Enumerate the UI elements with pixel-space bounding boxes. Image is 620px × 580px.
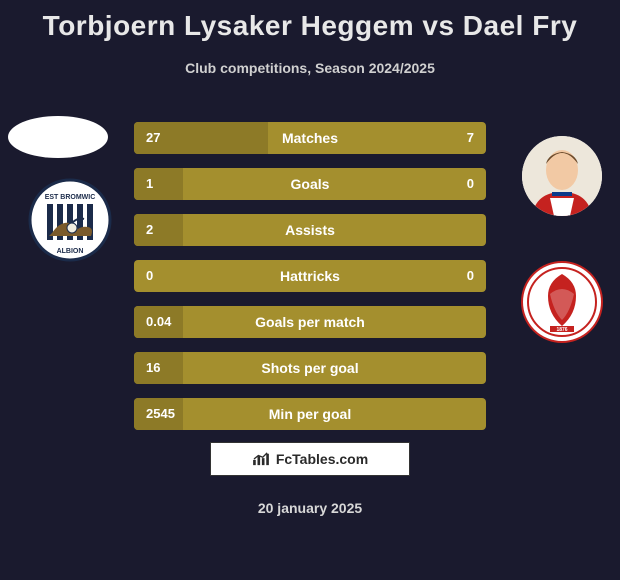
stat-row: 0.04 Goals per match — [134, 306, 486, 338]
crest-right-year: 1876 — [556, 327, 567, 333]
player-left-avatar — [8, 116, 108, 158]
stat-row: 27 Matches 7 — [134, 122, 486, 154]
stat-label: Assists — [134, 214, 486, 246]
club-right-crest: 1876 — [520, 260, 604, 344]
stat-label: Shots per goal — [134, 352, 486, 384]
stat-row: 2545 Min per goal — [134, 398, 486, 430]
stat-right-value: 0 — [467, 260, 474, 292]
player-right-avatar — [522, 136, 602, 216]
stat-row: 2 Assists — [134, 214, 486, 246]
stat-row: 16 Shots per goal — [134, 352, 486, 384]
footer-date: 20 january 2025 — [0, 500, 620, 516]
stat-label: Min per goal — [134, 398, 486, 430]
page-title: Torbjoern Lysaker Heggem vs Dael Fry — [0, 0, 620, 42]
stat-label: Goals per match — [134, 306, 486, 338]
stat-row: 1 Goals 0 — [134, 168, 486, 200]
crest-left-text-top: EST BROMWIC — [45, 194, 96, 201]
club-left-crest: EST BROMWIC ALBION — [28, 178, 112, 262]
stat-right-value: 0 — [467, 168, 474, 200]
stat-row: 0 Hattricks 0 — [134, 260, 486, 292]
stat-label: Matches — [134, 122, 486, 154]
stat-label: Hattricks — [134, 260, 486, 292]
chart-icon — [252, 452, 270, 466]
stat-right-value: 7 — [467, 122, 474, 154]
brand-text: FcTables.com — [276, 451, 368, 467]
stat-label: Goals — [134, 168, 486, 200]
crest-left-text-bottom: ALBION — [57, 248, 84, 255]
stats-container: 27 Matches 7 1 Goals 0 2 Assists 0 Hattr… — [134, 122, 486, 444]
brand-badge[interactable]: FcTables.com — [210, 442, 410, 476]
season-subtitle: Club competitions, Season 2024/2025 — [0, 60, 620, 76]
